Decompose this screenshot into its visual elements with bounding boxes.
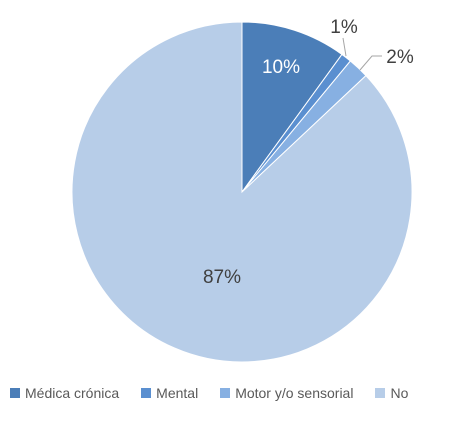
data-label: 87% xyxy=(203,267,241,288)
pie-slice-m-dica-cr-nica xyxy=(241,21,343,194)
legend-item-motor-sensorial: Motor y/o sensorial xyxy=(220,385,353,401)
legend-item-mental: Mental xyxy=(141,385,198,401)
data-label: 10% xyxy=(262,57,300,78)
legend-label: Médica crónica xyxy=(25,385,120,401)
legend-swatch xyxy=(10,388,20,398)
legend-swatch xyxy=(220,388,231,398)
legend-label: Motor y/o sensorial xyxy=(235,385,354,401)
data-label: 2% xyxy=(386,47,414,68)
legend-item-no: No xyxy=(375,385,408,401)
legend-label: Mental xyxy=(156,385,199,401)
leader-line xyxy=(359,55,382,71)
pie-chart: 10% 1% 2% 87% xyxy=(71,17,414,363)
legend-label: No xyxy=(390,385,409,401)
legend: Médica crónica Mental Motor y/o sensoria… xyxy=(10,385,430,401)
legend-item-medica-cronica: Médica crónica xyxy=(10,385,119,401)
legend-swatch xyxy=(141,388,152,398)
legend-swatch xyxy=(375,388,386,398)
leader-line xyxy=(342,37,347,57)
pie-slice-no xyxy=(71,21,413,363)
data-label: 1% xyxy=(330,17,358,38)
